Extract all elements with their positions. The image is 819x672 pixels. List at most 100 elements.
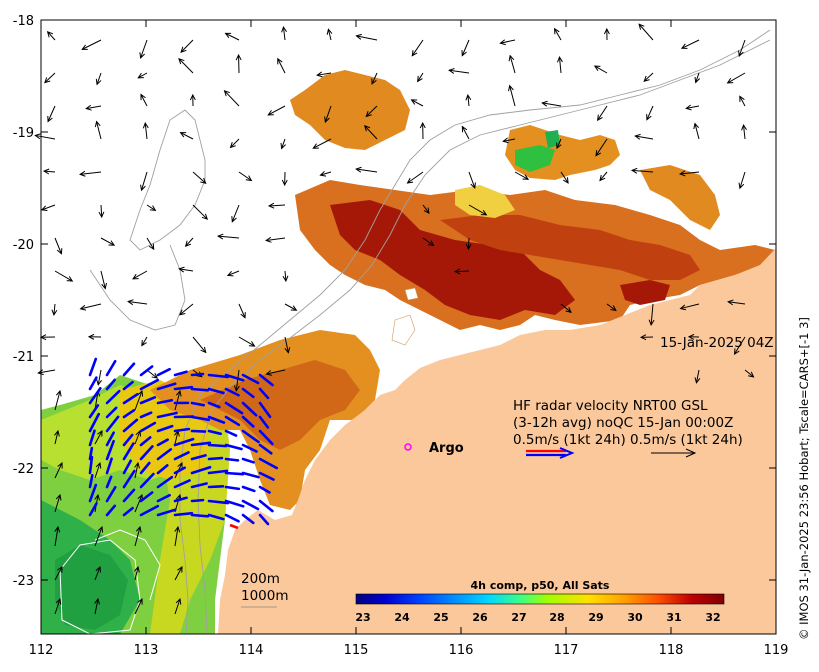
model-arrow-head [42, 168, 50, 175]
radar-vector [224, 471, 245, 476]
colorbar-tick-label: 25 [433, 611, 448, 624]
radar-vector [156, 367, 171, 377]
model-arrow-head [410, 99, 418, 105]
model-arrow [235, 369, 240, 391]
radar-vector [139, 378, 160, 391]
model-arrow [694, 123, 700, 140]
model-arrow [146, 369, 158, 379]
radar-vector [105, 431, 115, 447]
y-axis-labels: -18 -19 -20 -21 -22 -23 [13, 14, 34, 589]
model-arrow [54, 390, 61, 411]
model-arrow-head [411, 50, 418, 57]
model-arrow [727, 72, 746, 84]
model-arrow [514, 171, 529, 180]
model-arrow [100, 204, 103, 218]
radar-vector [139, 436, 152, 447]
model-arrow [225, 32, 240, 41]
x-axis-labels: 112 113 114 115 116 117 118 119 [29, 643, 789, 658]
model-arrow [738, 39, 746, 57]
model-arrow-head [87, 333, 95, 340]
radar-vector [190, 401, 206, 407]
model-arrow [134, 462, 139, 479]
contour-label-1000m: 1000m [241, 588, 289, 604]
model-arrow [739, 171, 746, 189]
model-arrow [558, 57, 562, 74]
model-arrow [594, 65, 608, 74]
model-arrow-head [245, 175, 253, 182]
model-arrow-head [54, 429, 60, 437]
colorbar-tick-label: 28 [549, 611, 564, 624]
radar-vector [224, 387, 240, 397]
velocity-legend: HF radar velocity NRT00 GSL (3-12h avg) … [513, 398, 743, 459]
model-arrow-head [634, 133, 641, 140]
model-arrow-head [265, 236, 272, 243]
model-arrow-head [94, 493, 101, 501]
model-arrow [47, 31, 56, 41]
y-tick-label: -23 [13, 574, 34, 589]
model-arrow-head [680, 43, 688, 49]
radar-vector [258, 401, 272, 419]
model-arrow-head [747, 371, 755, 378]
model-arrow [100, 270, 106, 289]
model-arrow-head [97, 430, 103, 437]
model-arrow-head [522, 174, 530, 180]
model-arrow [417, 72, 424, 82]
model-arrow-head [223, 89, 230, 97]
radar-vector [173, 370, 188, 377]
model-arrow [595, 138, 608, 156]
model-arrow [606, 303, 617, 311]
model-arrow-head [423, 207, 430, 214]
x-tick-label: 119 [764, 643, 789, 658]
model-arrow [268, 204, 286, 207]
model-arrow-head [46, 30, 54, 38]
radar-vector [190, 513, 210, 518]
x-tick-label: 113 [134, 643, 159, 658]
radar-vector [88, 483, 98, 503]
radar-vector [241, 387, 255, 399]
model-arrow-head [365, 111, 372, 118]
model-arrow [54, 430, 59, 445]
model-arrow [411, 39, 424, 56]
model-arrow [422, 204, 430, 214]
radar-vector [105, 485, 117, 503]
model-arrow-head [180, 46, 187, 53]
model-arrow-head [727, 299, 734, 306]
model-arrow-head [94, 120, 101, 128]
model-arrow-head [178, 266, 185, 273]
model-arrow-head [603, 27, 610, 35]
radar-vector [190, 498, 205, 503]
radar-vector [139, 445, 154, 461]
model-arrow [467, 95, 470, 107]
radar-vector [241, 499, 260, 511]
model-arrow [54, 270, 73, 282]
model-arrow-head [98, 211, 105, 219]
radar-vector [207, 456, 224, 461]
model-arrow [134, 430, 141, 445]
model-arrow-head [693, 122, 700, 130]
model-arrow [86, 105, 102, 110]
radar-vector [173, 479, 191, 489]
model-arrow-head [741, 123, 747, 131]
model-arrow [597, 105, 608, 121]
radar-vector [88, 412, 101, 433]
model-arrow-head [142, 121, 149, 129]
model-arrow-head [224, 32, 232, 39]
model-arrow-head [178, 57, 185, 65]
model-arrow [218, 235, 240, 239]
x-tick-label: 116 [449, 643, 474, 658]
model-arrow [227, 270, 240, 276]
model-arrow [743, 125, 746, 140]
radar-vector [207, 429, 222, 436]
x-tick-label: 112 [29, 643, 54, 658]
contour-label-200m: 200m [241, 571, 280, 587]
model-arrow [144, 123, 148, 140]
radar-vector [139, 365, 154, 377]
model-arrow [238, 336, 255, 347]
colorbar-tick-label: 24 [394, 611, 410, 624]
model-arrow [468, 171, 476, 189]
radar-vector [190, 372, 205, 377]
model-arrow-head [541, 100, 548, 107]
model-arrow [599, 171, 608, 181]
model-arrow-head [419, 121, 426, 129]
model-arrow-head [355, 166, 362, 173]
